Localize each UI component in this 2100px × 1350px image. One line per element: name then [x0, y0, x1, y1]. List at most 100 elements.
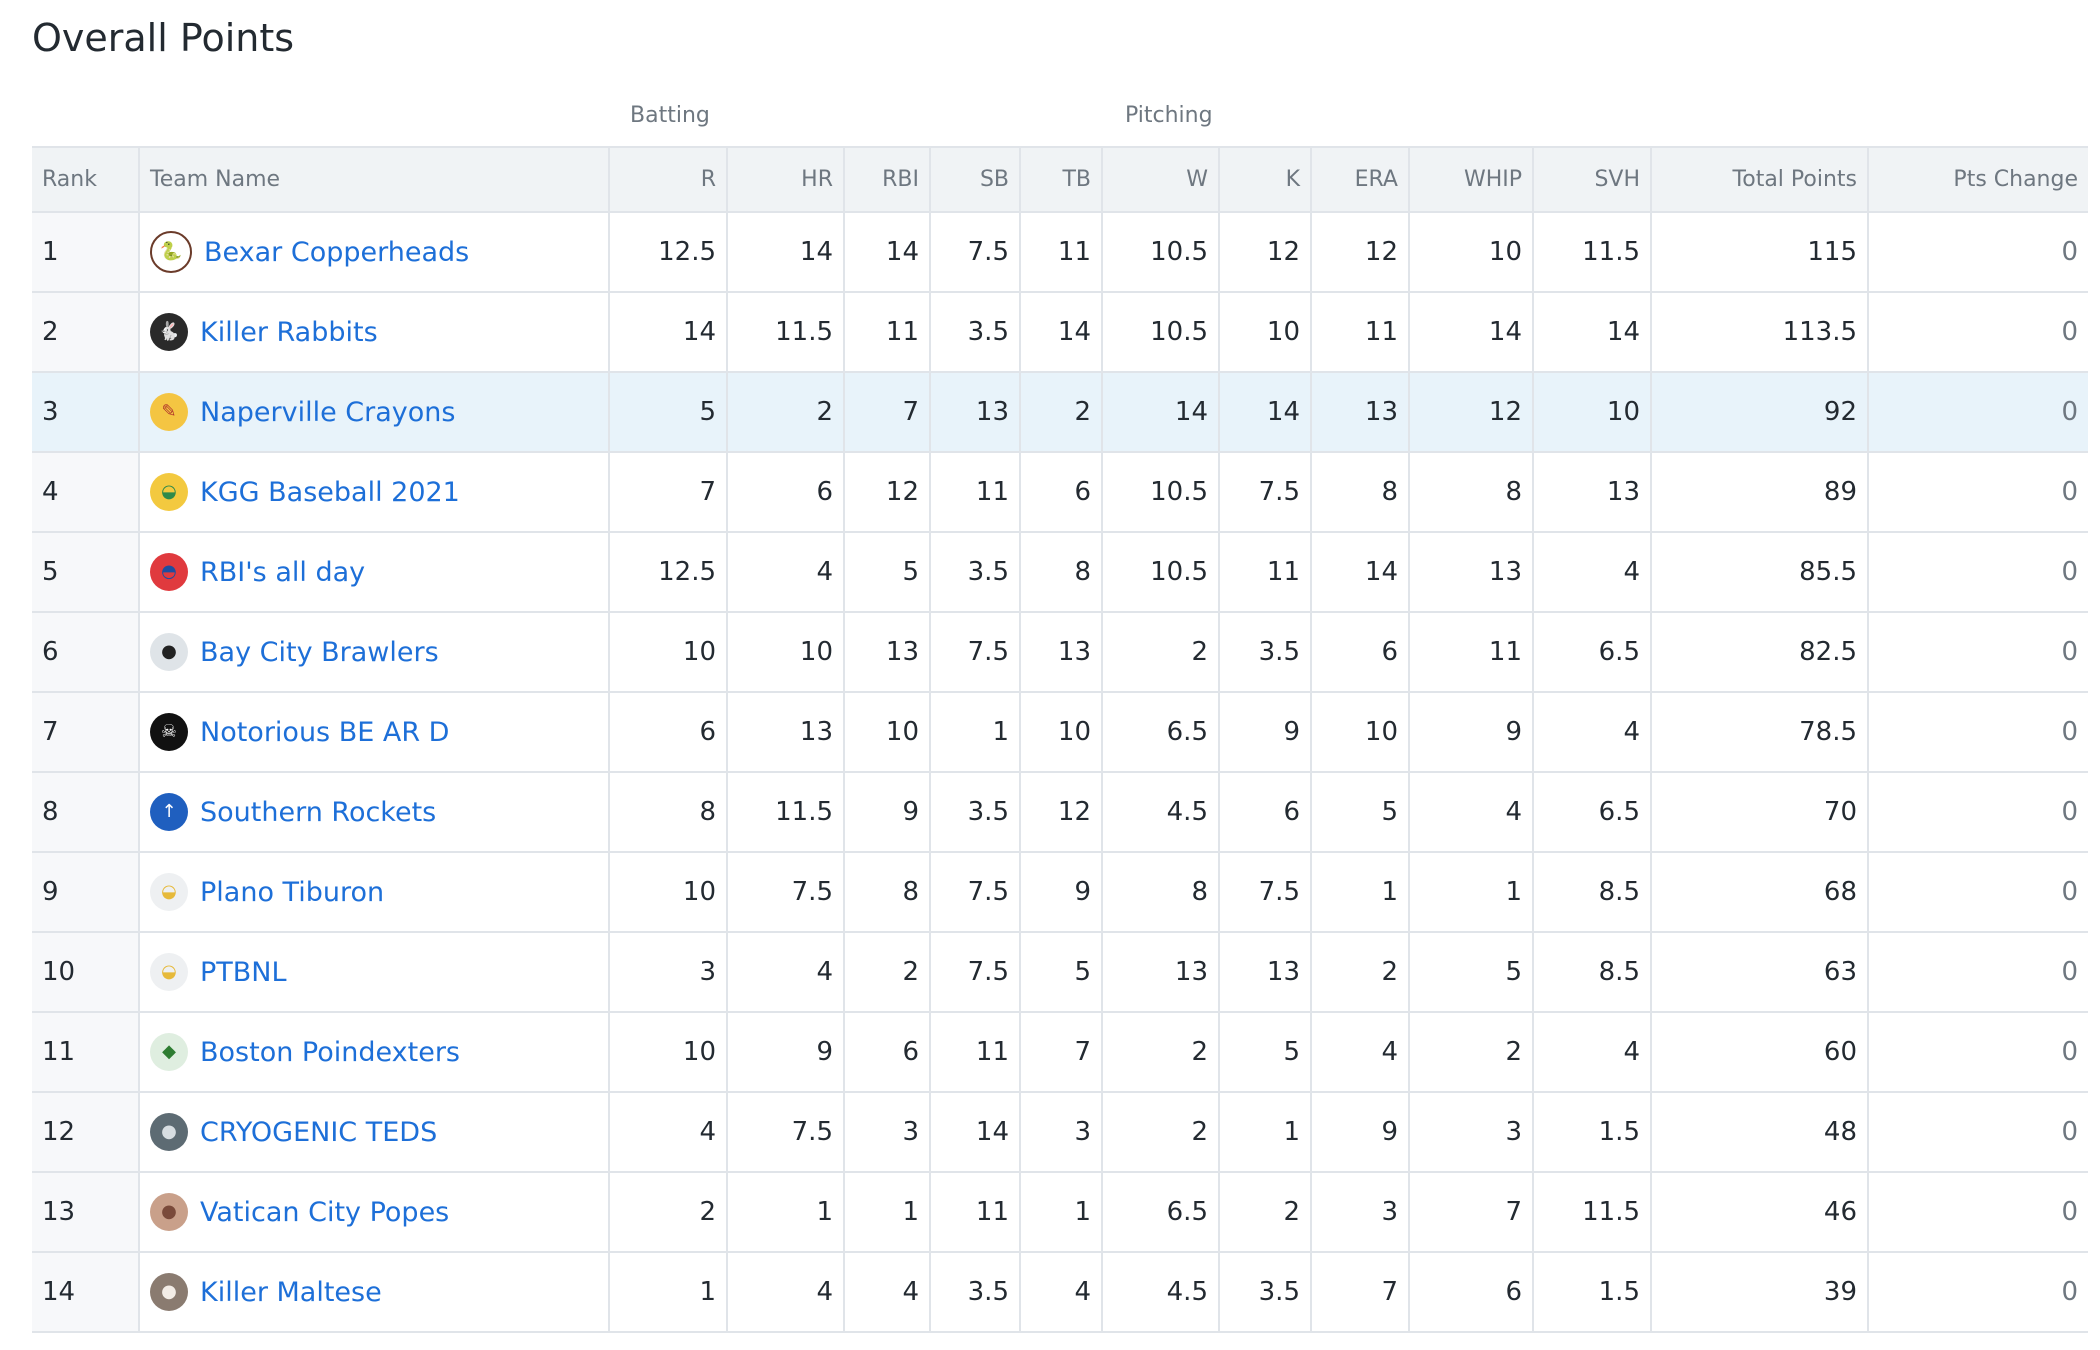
stat-k-cell: 10	[1219, 292, 1312, 373]
team-cell: ◒ PTBNL	[139, 932, 610, 1013]
stat-sb-cell: 11	[930, 1172, 1021, 1253]
dog-logo-icon[interactable]: ●	[150, 633, 188, 671]
stat-r-cell: 14	[609, 292, 728, 373]
pts-change-cell: 0	[1868, 1012, 2088, 1093]
stat-r-cell: 8	[609, 772, 728, 853]
total-points-cell: 63	[1651, 932, 1869, 1013]
standings-body: 1 🐍 Bexar Copperheads 12.5 14 14 7.5 11 10.5 12 12…	[32, 212, 2088, 1333]
stat-r-cell: 1	[609, 1252, 728, 1333]
stat-sb-cell: 1	[930, 692, 1021, 773]
copperhead-logo-icon[interactable]: 🐍	[150, 231, 192, 273]
rank-cell: 13	[32, 1172, 140, 1253]
team-cell: ● Vatican City Popes	[139, 1172, 610, 1253]
total-points-cell: 70	[1651, 772, 1869, 853]
stat-w-cell: 2	[1102, 1092, 1220, 1173]
team-name-link[interactable]: Boston Poindexters	[200, 1036, 460, 1068]
green-creature-logo-icon[interactable]: ◆	[150, 1033, 188, 1071]
team-name-link[interactable]: Naperville Crayons	[200, 396, 456, 428]
stat-era-cell: 10	[1311, 692, 1410, 773]
stat-rbi-cell: 2	[844, 932, 931, 1013]
team-name-link[interactable]: CRYOGENIC TEDS	[200, 1116, 438, 1148]
ball-cap-logo-icon[interactable]: ◒	[150, 473, 188, 511]
team-name-link[interactable]: Notorious BE AR D	[200, 716, 450, 748]
stat-k-cell: 3.5	[1219, 612, 1312, 693]
yellow-cap-logo-icon[interactable]: ◒	[150, 953, 188, 991]
team-name-link[interactable]: Plano Tiburon	[200, 876, 385, 908]
stat-k-cell: 13	[1219, 932, 1312, 1013]
stat-era-cell: 3	[1311, 1172, 1410, 1253]
stat-rbi-cell: 11	[844, 292, 931, 373]
col-header-whip[interactable]: WHIP	[1409, 146, 1534, 213]
col-header-era[interactable]: ERA	[1311, 146, 1410, 213]
team-name-link[interactable]: PTBNL	[200, 956, 287, 988]
team-cell: ✎ Naperville Crayons	[139, 372, 610, 453]
stat-k-cell: 7.5	[1219, 452, 1312, 533]
team-name-link[interactable]: Southern Rockets	[200, 796, 437, 828]
stat-tb-cell: 9	[1020, 852, 1103, 933]
yellow-cap-logo-icon[interactable]: ◒	[150, 873, 188, 911]
stat-sb-cell: 3.5	[930, 1252, 1021, 1333]
col-header-team-name[interactable]: Team Name	[139, 146, 610, 213]
stat-svh-cell: 8.5	[1533, 932, 1652, 1013]
skull-badge-logo-icon[interactable]: ☠	[150, 713, 188, 751]
stat-tb-cell: 10	[1020, 692, 1103, 773]
col-header-rank[interactable]: Rank	[32, 146, 140, 213]
col-header-k[interactable]: K	[1219, 146, 1312, 213]
stat-whip-cell: 12	[1409, 372, 1534, 453]
team-name-link[interactable]: Vatican City Popes	[200, 1196, 450, 1228]
stat-whip-cell: 11	[1409, 612, 1534, 693]
total-points-cell: 46	[1651, 1172, 1869, 1253]
frozen-head-logo-icon[interactable]: ●	[150, 1113, 188, 1151]
rank-cell: 8	[32, 772, 140, 853]
team-name-link[interactable]: Bexar Copperheads	[204, 236, 470, 268]
stat-r-cell: 4	[609, 1092, 728, 1173]
stat-w-cell: 10.5	[1102, 452, 1220, 533]
stat-hr-cell: 4	[727, 1252, 845, 1333]
maltese-photo-logo-icon[interactable]: ●	[150, 1273, 188, 1311]
stat-hr-cell: 10	[727, 612, 845, 693]
stat-k-cell: 12	[1219, 212, 1312, 293]
stat-r-cell: 10	[609, 1012, 728, 1093]
team-cell: ↑ Southern Rockets	[139, 772, 610, 853]
team-name-link[interactable]: RBI's all day	[200, 556, 366, 588]
stat-svh-cell: 4	[1533, 1012, 1652, 1093]
team-name-link[interactable]: Bay City Brawlers	[200, 636, 439, 668]
table-row: 5 ◓ RBI's all day 12.5 4 5 3.5 8 10.5 11 14 13 4 85.5…	[32, 532, 2088, 613]
col-header-svh[interactable]: SVH	[1533, 146, 1652, 213]
stat-r-cell: 2	[609, 1172, 728, 1253]
stat-sb-cell: 3.5	[930, 292, 1021, 373]
team-name-link[interactable]: KGG Baseball 2021	[200, 476, 460, 508]
stat-svh-cell: 11.5	[1533, 1172, 1652, 1253]
stat-tb-cell: 12	[1020, 772, 1103, 853]
col-header-w[interactable]: W	[1102, 146, 1220, 213]
col-header-pts-change[interactable]: Pts Change	[1868, 146, 2088, 213]
rabbit-logo-icon[interactable]: 🐇	[150, 313, 188, 351]
stat-rbi-cell: 14	[844, 212, 931, 293]
stat-hr-cell: 4	[727, 532, 845, 613]
col-header-hr[interactable]: HR	[727, 146, 845, 213]
stat-era-cell: 13	[1311, 372, 1410, 453]
stat-hr-cell: 14	[727, 212, 845, 293]
stat-w-cell: 10.5	[1102, 532, 1220, 613]
stat-tb-cell: 7	[1020, 1012, 1103, 1093]
batting-group-label: Batting	[630, 103, 710, 128]
red-helmet-logo-icon[interactable]: ◓	[150, 553, 188, 591]
stat-era-cell: 14	[1311, 532, 1410, 613]
col-header-tb[interactable]: TB	[1020, 146, 1103, 213]
col-header-r[interactable]: R	[609, 146, 728, 213]
team-name-link[interactable]: Killer Maltese	[200, 1276, 382, 1308]
stat-sb-cell: 7.5	[930, 852, 1021, 933]
stat-rbi-cell: 8	[844, 852, 931, 933]
team-cell: ● Bay City Brawlers	[139, 612, 610, 693]
rocket-logo-icon[interactable]: ↑	[150, 793, 188, 831]
stat-whip-cell: 5	[1409, 932, 1534, 1013]
col-header-rbi[interactable]: RBI	[844, 146, 931, 213]
stat-tb-cell: 6	[1020, 452, 1103, 533]
pope-photo-logo-icon[interactable]: ●	[150, 1193, 188, 1231]
stat-r-cell: 5	[609, 372, 728, 453]
crayons-logo-icon[interactable]: ✎	[150, 393, 188, 431]
col-header-sb[interactable]: SB	[930, 146, 1021, 213]
col-header-total-points[interactable]: Total Points	[1651, 146, 1869, 213]
team-name-link[interactable]: Killer Rabbits	[200, 316, 378, 348]
stat-svh-cell: 1.5	[1533, 1252, 1652, 1333]
